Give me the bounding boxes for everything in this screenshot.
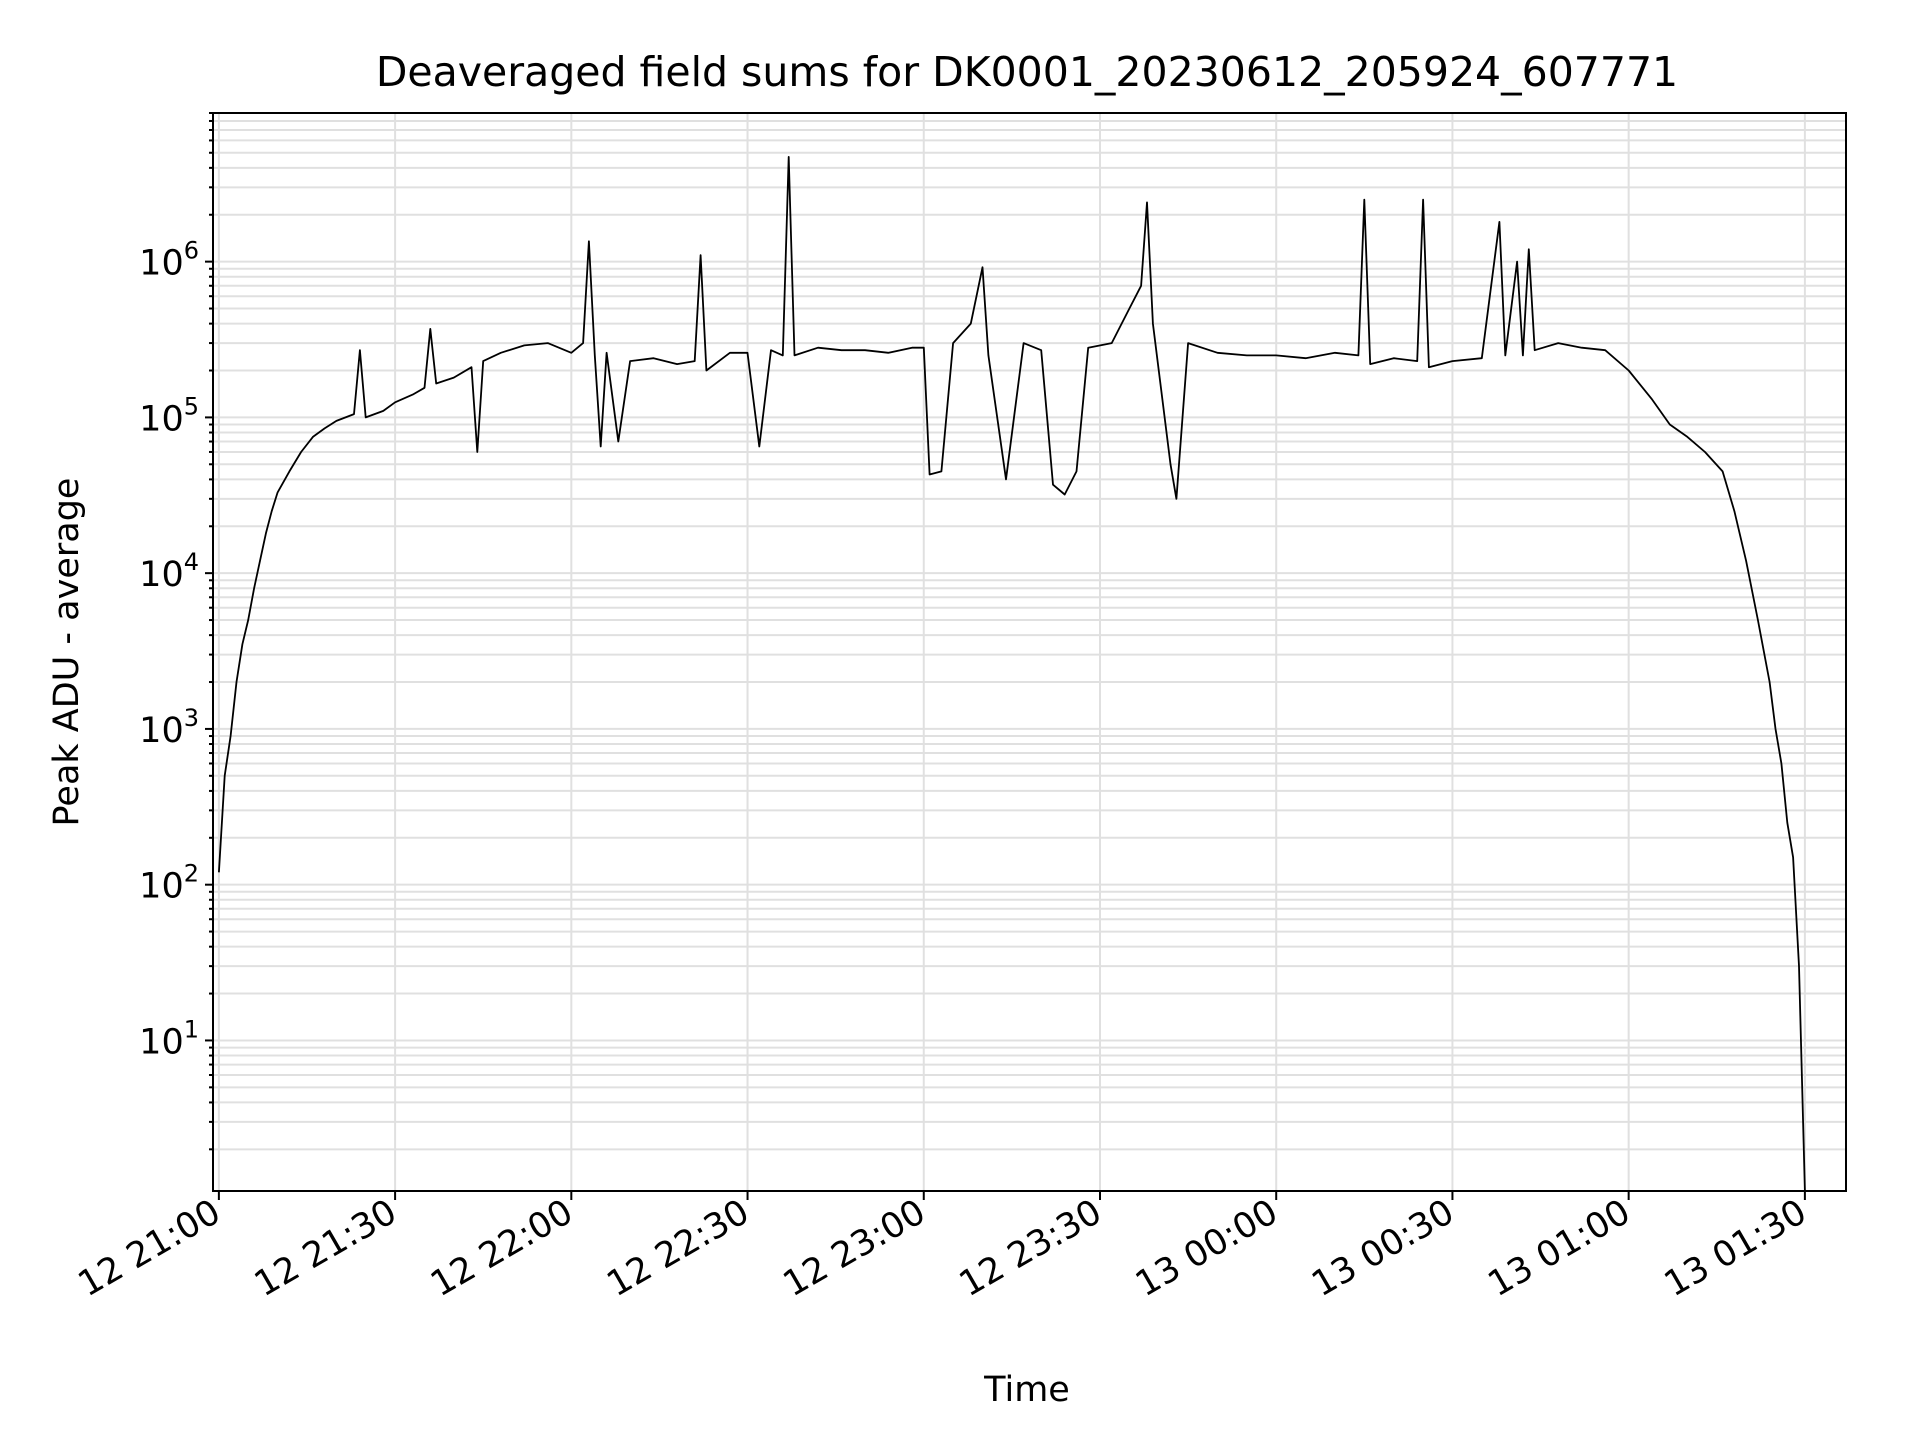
y-tick-label: 102	[139, 860, 199, 907]
y-axis-label: Peak ADU - average	[47, 478, 87, 827]
y-tick-label: 104	[139, 548, 199, 595]
y-tick-label: 101	[139, 1015, 199, 1062]
y-tick-labels: 101 102 103 104 105 106	[139, 237, 199, 1063]
x-axis-label: Time	[983, 1370, 1070, 1410]
chart-title: Deaveraged field sums for DK0001_2023061…	[376, 48, 1678, 96]
data-series-line	[218, 155, 1806, 1192]
plot-lines	[218, 155, 1806, 1192]
y-tick-label: 106	[139, 237, 199, 284]
plot-frame	[212, 112, 1847, 1192]
y-tick-label: 103	[139, 704, 199, 751]
y-tick-label: 105	[139, 392, 199, 439]
grid	[213, 112, 1846, 1191]
